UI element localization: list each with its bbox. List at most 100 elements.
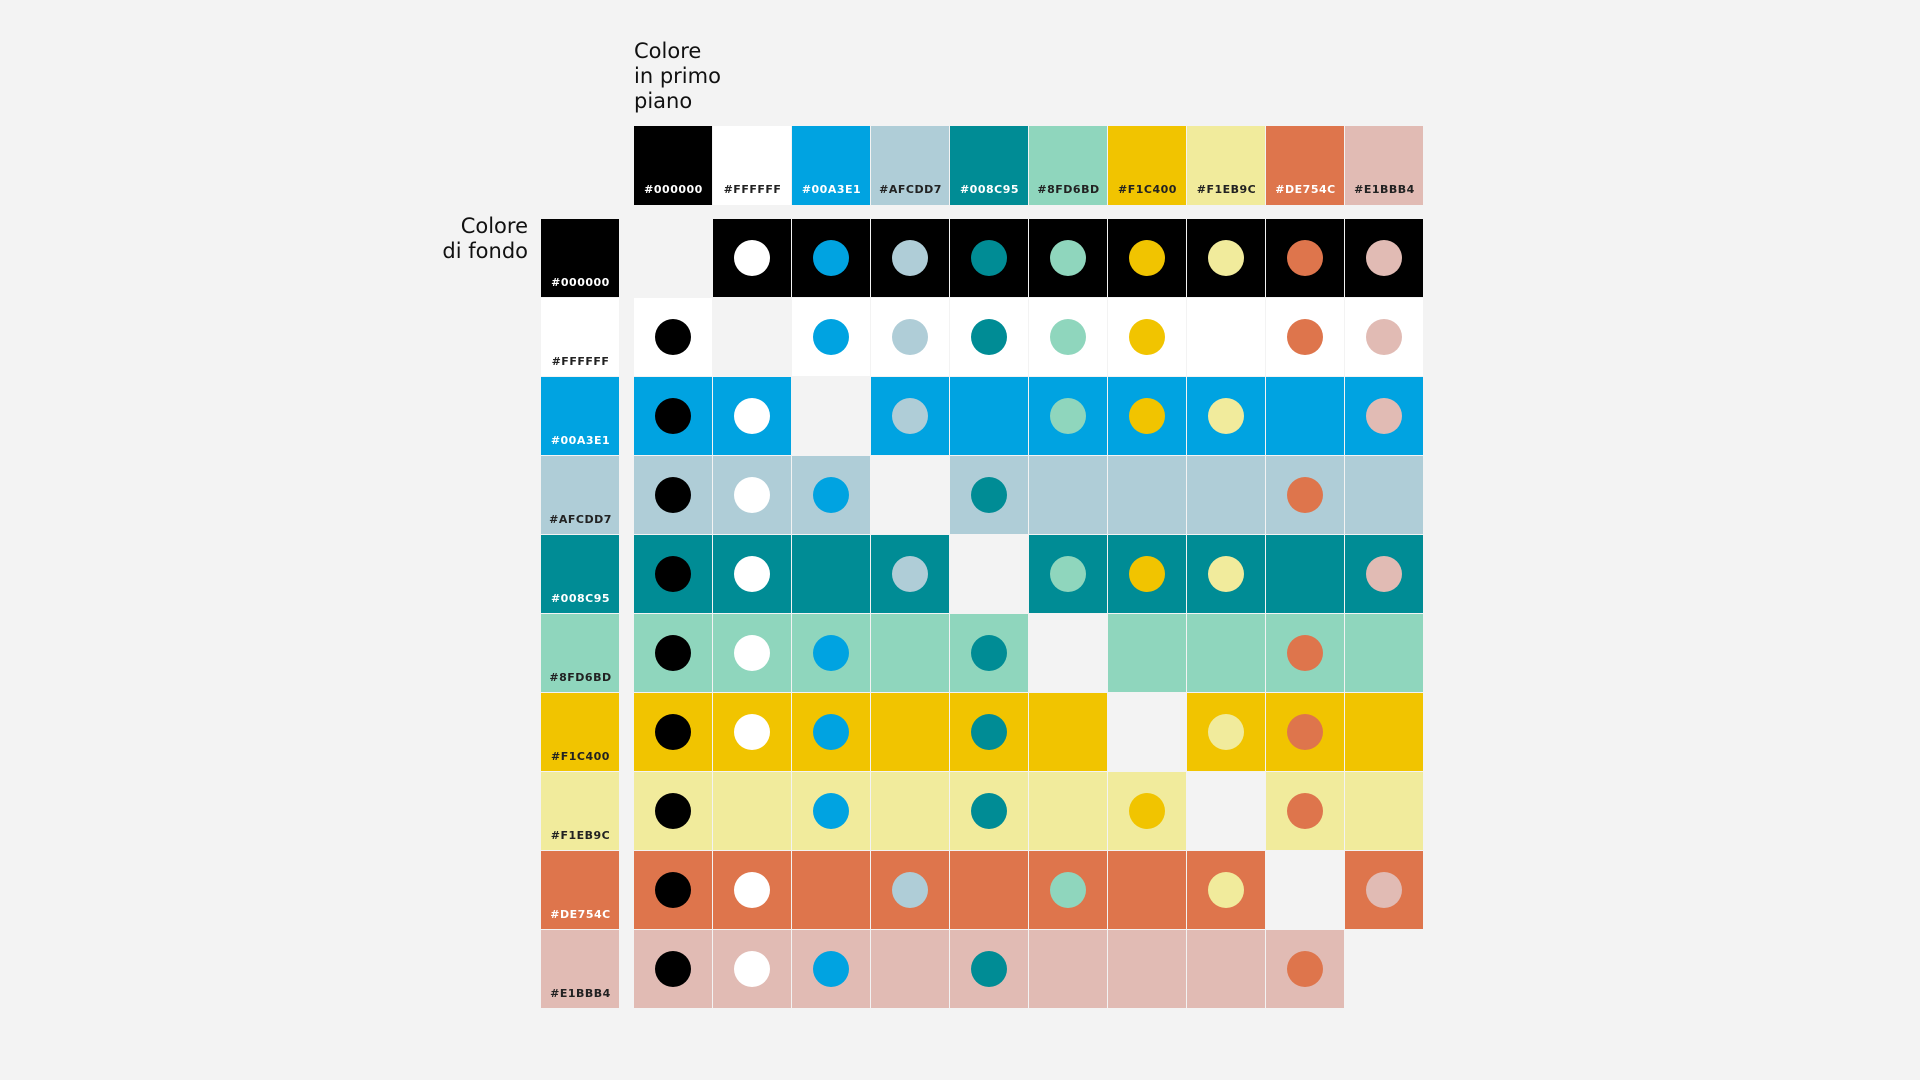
cell (1108, 614, 1186, 692)
dot (971, 635, 1007, 671)
dot (655, 398, 691, 434)
dot (1129, 398, 1165, 434)
dot (1129, 556, 1165, 592)
dot (655, 477, 691, 513)
foreground-hex: #E1BBB4 (1354, 183, 1415, 196)
cell (1029, 772, 1107, 850)
dot (1366, 556, 1402, 592)
dot (1208, 872, 1244, 908)
dot (1366, 319, 1402, 355)
dot (1366, 872, 1402, 908)
background-swatch (541, 851, 619, 929)
dot (1287, 635, 1323, 671)
cell (1345, 693, 1423, 771)
cell (1108, 456, 1186, 534)
dot (1287, 714, 1323, 750)
foreground-swatch (950, 126, 1028, 205)
background-swatch (541, 535, 619, 613)
dot (1208, 398, 1244, 434)
cell (1266, 535, 1344, 613)
foreground-hex: #F1C400 (1118, 183, 1177, 196)
dot (1050, 240, 1086, 276)
foreground-hex: #F1EB9C (1197, 183, 1257, 196)
dot (655, 951, 691, 987)
dot (734, 714, 770, 750)
foreground-swatch (1266, 126, 1344, 205)
background-hex: #000000 (551, 276, 610, 289)
background-swatch (541, 377, 619, 455)
background-swatch (541, 930, 619, 1008)
background-swatch (541, 614, 619, 692)
dot (971, 714, 1007, 750)
foreground-hex: #00A3E1 (802, 183, 861, 196)
dot (1208, 714, 1244, 750)
dot (1287, 477, 1323, 513)
dot (734, 635, 770, 671)
dot (892, 556, 928, 592)
dot (734, 556, 770, 592)
dot (813, 240, 849, 276)
dot (1366, 398, 1402, 434)
background-swatch (541, 456, 619, 534)
cell (950, 851, 1028, 929)
cell (1345, 772, 1423, 850)
foreground-swatch (1187, 126, 1265, 205)
background-hex: #FFFFFF (552, 355, 610, 368)
dot (655, 319, 691, 355)
cell (1187, 930, 1265, 1008)
dot (1287, 319, 1323, 355)
cell (871, 693, 949, 771)
background-swatch (541, 772, 619, 850)
dot (734, 951, 770, 987)
dot (655, 714, 691, 750)
foreground-swatch (792, 126, 870, 205)
foreground-hex: #AFCDD7 (879, 183, 942, 196)
foreground-hex: #008C95 (960, 183, 1019, 196)
cell (871, 930, 949, 1008)
cell (1108, 930, 1186, 1008)
cell (950, 377, 1028, 455)
dot (1129, 793, 1165, 829)
dot (971, 477, 1007, 513)
dot (892, 398, 928, 434)
dot (971, 319, 1007, 355)
cell (1108, 851, 1186, 929)
foreground-swatch (1029, 126, 1107, 205)
cell (1187, 614, 1265, 692)
dot (971, 793, 1007, 829)
cell (871, 772, 949, 850)
background-swatch (541, 298, 619, 376)
foreground-hex: #000000 (644, 183, 703, 196)
cell (713, 772, 791, 850)
dot (655, 872, 691, 908)
cell (1029, 456, 1107, 534)
background-hex: #AFCDD7 (549, 513, 612, 526)
dot (1129, 240, 1165, 276)
background-swatch (541, 219, 619, 297)
cell (1345, 614, 1423, 692)
foreground-hex: #FFFFFF (724, 183, 782, 196)
dot (813, 477, 849, 513)
dot (892, 240, 928, 276)
foreground-title: Colore (634, 39, 701, 63)
dot (813, 319, 849, 355)
foreground-title: piano (634, 89, 692, 113)
dot (734, 398, 770, 434)
dot (1208, 240, 1244, 276)
foreground-swatch (634, 126, 712, 205)
background-hex: #E1BBB4 (550, 987, 611, 1000)
dot (1287, 951, 1323, 987)
dot (892, 872, 928, 908)
dot (1366, 240, 1402, 276)
dot (813, 951, 849, 987)
background-swatch (541, 693, 619, 771)
foreground-hex: #8FD6BD (1037, 183, 1099, 196)
foreground-swatch (713, 126, 791, 205)
dot (1129, 319, 1165, 355)
cell (871, 614, 949, 692)
dot (734, 872, 770, 908)
dot (1287, 793, 1323, 829)
dot (1050, 556, 1086, 592)
cell (1187, 298, 1265, 376)
